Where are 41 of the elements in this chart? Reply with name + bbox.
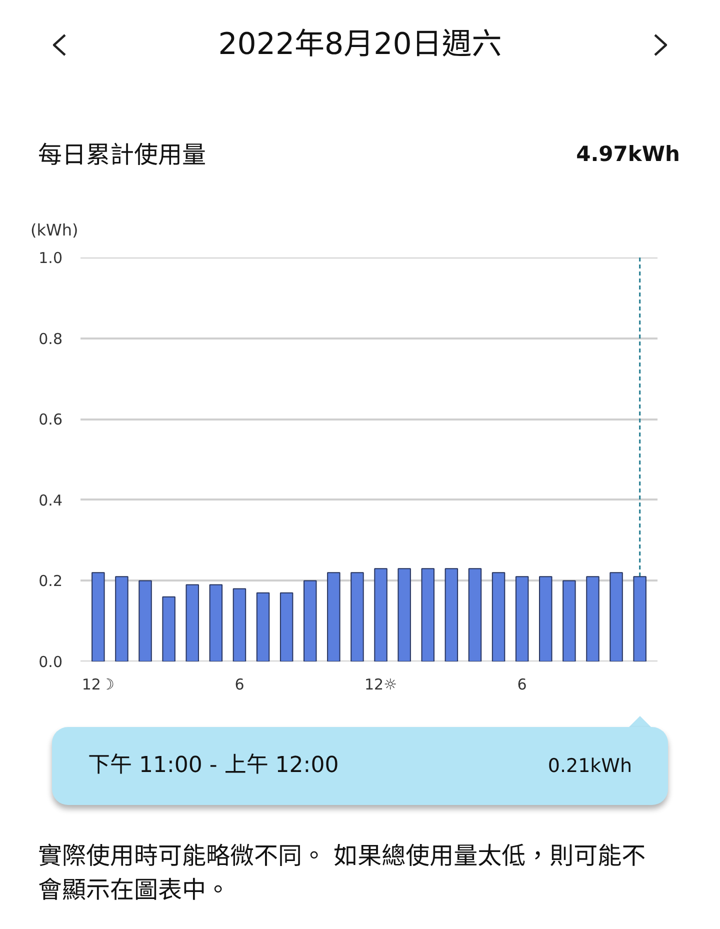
bar [138, 580, 152, 662]
bar [256, 592, 270, 662]
x-tick-label: 6 [517, 676, 527, 694]
y-tick-label: 0.6 [38, 410, 63, 429]
text: 實際使用時可能略微不同。 如果總使用量太低，則可能不會顯示在圖表中。 [38, 841, 647, 906]
bar [115, 576, 128, 662]
y-tick-label: 0.4 [38, 491, 63, 510]
bar [186, 584, 199, 662]
x-tick-label: 12☽ [82, 676, 114, 694]
bar [92, 572, 105, 662]
bar [327, 572, 340, 662]
y-tick-label: 0.0 [38, 653, 63, 671]
y-tick-label: 0.2 [38, 572, 63, 590]
bar [374, 568, 388, 662]
bar [162, 596, 176, 662]
text: 0.21kWh [548, 754, 632, 779]
bar [633, 576, 646, 662]
bar [444, 568, 458, 662]
bar [586, 576, 600, 662]
chart-subtitle: 每日累計使用量 [38, 140, 206, 170]
text: 下午 11:00 - 上午 12:00 [88, 752, 339, 780]
y-axis-title: (kWh) [30, 220, 78, 240]
bar [232, 588, 246, 662]
chart-title: 2022年8月20日週六 [217, 26, 503, 64]
bar [421, 568, 434, 662]
bar [539, 576, 552, 662]
x-tick-label: 6 [234, 676, 244, 694]
bar [280, 592, 294, 662]
bar [398, 568, 411, 662]
y-tick-label: 1.0 [38, 249, 63, 267]
text: 4.97kWh [576, 141, 680, 168]
bar [515, 576, 529, 662]
bar [610, 572, 623, 662]
bar [209, 584, 223, 662]
bar [562, 580, 576, 662]
bar [304, 580, 317, 662]
bar [492, 572, 506, 662]
y-tick-label: 0.8 [38, 330, 63, 348]
bar [350, 572, 364, 662]
bar [468, 568, 482, 662]
x-tick-label: 12☼ [364, 676, 398, 694]
